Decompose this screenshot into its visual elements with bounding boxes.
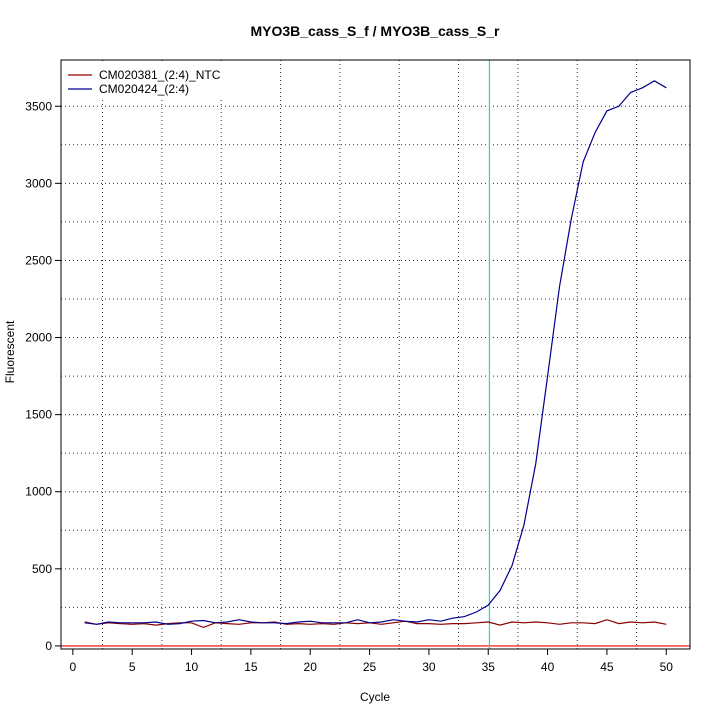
legend-box: [63, 63, 233, 98]
y-axis: 0 500 1000 1500 2000 2500 3000 3500: [25, 99, 61, 653]
x-tick-label: 40: [541, 660, 555, 674]
y-tick-label: 3000: [25, 176, 52, 190]
x-axis-label: Cycle: [360, 690, 390, 704]
reference-lines: [61, 60, 690, 649]
y-tick-label: 3500: [25, 99, 52, 113]
legend-label: CM020424_(2:4): [99, 82, 189, 96]
y-tick-label: 2500: [25, 253, 52, 267]
x-axis: 0 5 10 15 20 25 30 35 40 45 50: [70, 649, 674, 674]
x-tick-label: 5: [129, 660, 136, 674]
grid-lines: [61, 60, 690, 649]
legend-label: CM020381_(2:4)_NTC: [99, 68, 221, 82]
x-tick-label: 30: [422, 660, 436, 674]
x-tick-label: 50: [660, 660, 674, 674]
series-line: [84, 80, 667, 625]
x-tick-label: 25: [363, 660, 377, 674]
chart-title: MYO3B_cass_S_f / MYO3B_cass_S_r: [250, 23, 500, 39]
x-tick-label: 45: [600, 660, 614, 674]
y-tick-label: 500: [32, 562, 52, 576]
x-tick-label: 15: [244, 660, 258, 674]
y-tick-label: 0: [45, 639, 52, 653]
x-tick-label: 20: [304, 660, 318, 674]
x-tick-label: 35: [482, 660, 496, 674]
y-tick-label: 1000: [25, 485, 52, 499]
y-axis-label: Fluorescent: [3, 320, 17, 383]
y-tick-label: 2000: [25, 331, 52, 345]
series-lines: [84, 80, 667, 629]
plot-frame: [60, 59, 691, 650]
x-tick-label: 0: [70, 660, 77, 674]
y-tick-label: 1500: [25, 408, 52, 422]
x-tick-label: 10: [185, 660, 199, 674]
